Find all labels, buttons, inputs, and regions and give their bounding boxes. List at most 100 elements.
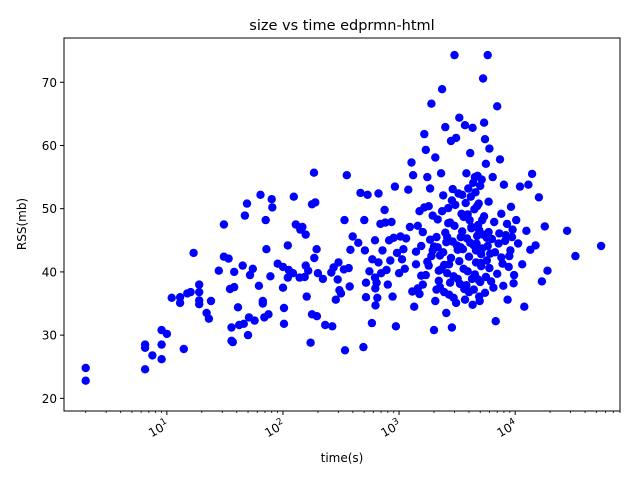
data-point [206, 296, 216, 306]
data-point [458, 245, 468, 254]
data-point [481, 159, 491, 168]
data-point [475, 296, 484, 306]
data-point [445, 278, 455, 287]
data-point [417, 241, 426, 251]
data-point [289, 192, 298, 201]
data-point [360, 246, 370, 255]
data-point [476, 181, 485, 191]
data-point [360, 215, 369, 225]
data-point [537, 277, 547, 286]
data-point [497, 209, 506, 218]
data-point [186, 287, 195, 297]
data-point [157, 355, 166, 364]
data-point [485, 144, 494, 153]
data-point [423, 257, 432, 266]
data-point [470, 205, 479, 214]
data-point [328, 322, 337, 331]
data-point [429, 325, 439, 335]
data-point [483, 50, 492, 60]
data-point [462, 234, 472, 243]
data-point [495, 229, 504, 238]
data-point [394, 269, 404, 278]
data-point [442, 308, 451, 318]
data-point [467, 274, 477, 284]
data-point [361, 293, 371, 302]
data-point [340, 346, 350, 355]
data-point [490, 217, 499, 227]
data-point [485, 263, 494, 273]
data-point [562, 226, 572, 235]
y-tick-label: 50 [42, 202, 57, 216]
data-point [374, 258, 383, 267]
data-point [348, 232, 357, 241]
data-point [227, 323, 236, 332]
plot-frame [63, 37, 621, 412]
data-point [388, 292, 397, 301]
data-point [321, 320, 330, 330]
x-tick-label: 104 [494, 416, 520, 440]
data-point [367, 318, 377, 328]
data-point [214, 266, 223, 275]
data-point [279, 319, 289, 328]
data-point [373, 293, 382, 302]
data-point [494, 239, 503, 248]
data-point [404, 185, 413, 194]
data-point [435, 282, 445, 292]
data-point [451, 133, 461, 143]
data-point [81, 363, 90, 373]
data-point [344, 263, 353, 273]
data-point [488, 172, 497, 182]
data-point [451, 200, 460, 210]
data-point [250, 316, 259, 325]
data-point [522, 226, 531, 235]
data-point [480, 288, 490, 297]
data-point [312, 312, 322, 321]
data-point [363, 190, 372, 199]
data-point [179, 344, 188, 354]
data-point [371, 301, 380, 310]
data-point [440, 260, 449, 270]
data-point [313, 269, 323, 278]
y-axis-ticks: 20 30 40 50 60 70 [42, 76, 64, 406]
data-point [219, 220, 229, 229]
data-point [433, 243, 442, 252]
data-point [524, 180, 533, 189]
data-point [473, 220, 483, 230]
data-point [483, 241, 492, 251]
data-point [148, 351, 157, 360]
data-point [491, 317, 500, 326]
data-point [421, 145, 430, 155]
data-point [418, 280, 427, 289]
data-point [506, 202, 516, 211]
data-point [468, 123, 477, 132]
data-point [499, 180, 509, 189]
data-point [245, 270, 255, 280]
data-point [264, 310, 273, 319]
y-tick-label: 40 [42, 265, 57, 279]
data-point [383, 280, 392, 289]
data-point [408, 287, 417, 296]
data-point [457, 209, 466, 218]
data-point [448, 184, 457, 194]
data-point [452, 241, 462, 250]
x-tick-label: 102 [262, 417, 288, 440]
data-point [318, 274, 328, 284]
data-point [484, 227, 493, 237]
data-point [469, 178, 478, 187]
data-point [267, 195, 276, 204]
data-point [391, 322, 401, 331]
data-point [596, 241, 606, 251]
data-point [382, 265, 391, 275]
data-point [461, 198, 470, 208]
chart-title: size vs time edprmn-html [249, 18, 434, 34]
data-point [230, 282, 239, 292]
data-point [261, 215, 270, 225]
data-point [502, 219, 512, 229]
data-point [442, 238, 451, 247]
data-point [467, 224, 476, 233]
data-point [356, 188, 365, 198]
data-point [531, 241, 540, 250]
data-point [571, 251, 580, 261]
data-point [477, 175, 486, 184]
y-tick-label: 70 [42, 76, 57, 90]
